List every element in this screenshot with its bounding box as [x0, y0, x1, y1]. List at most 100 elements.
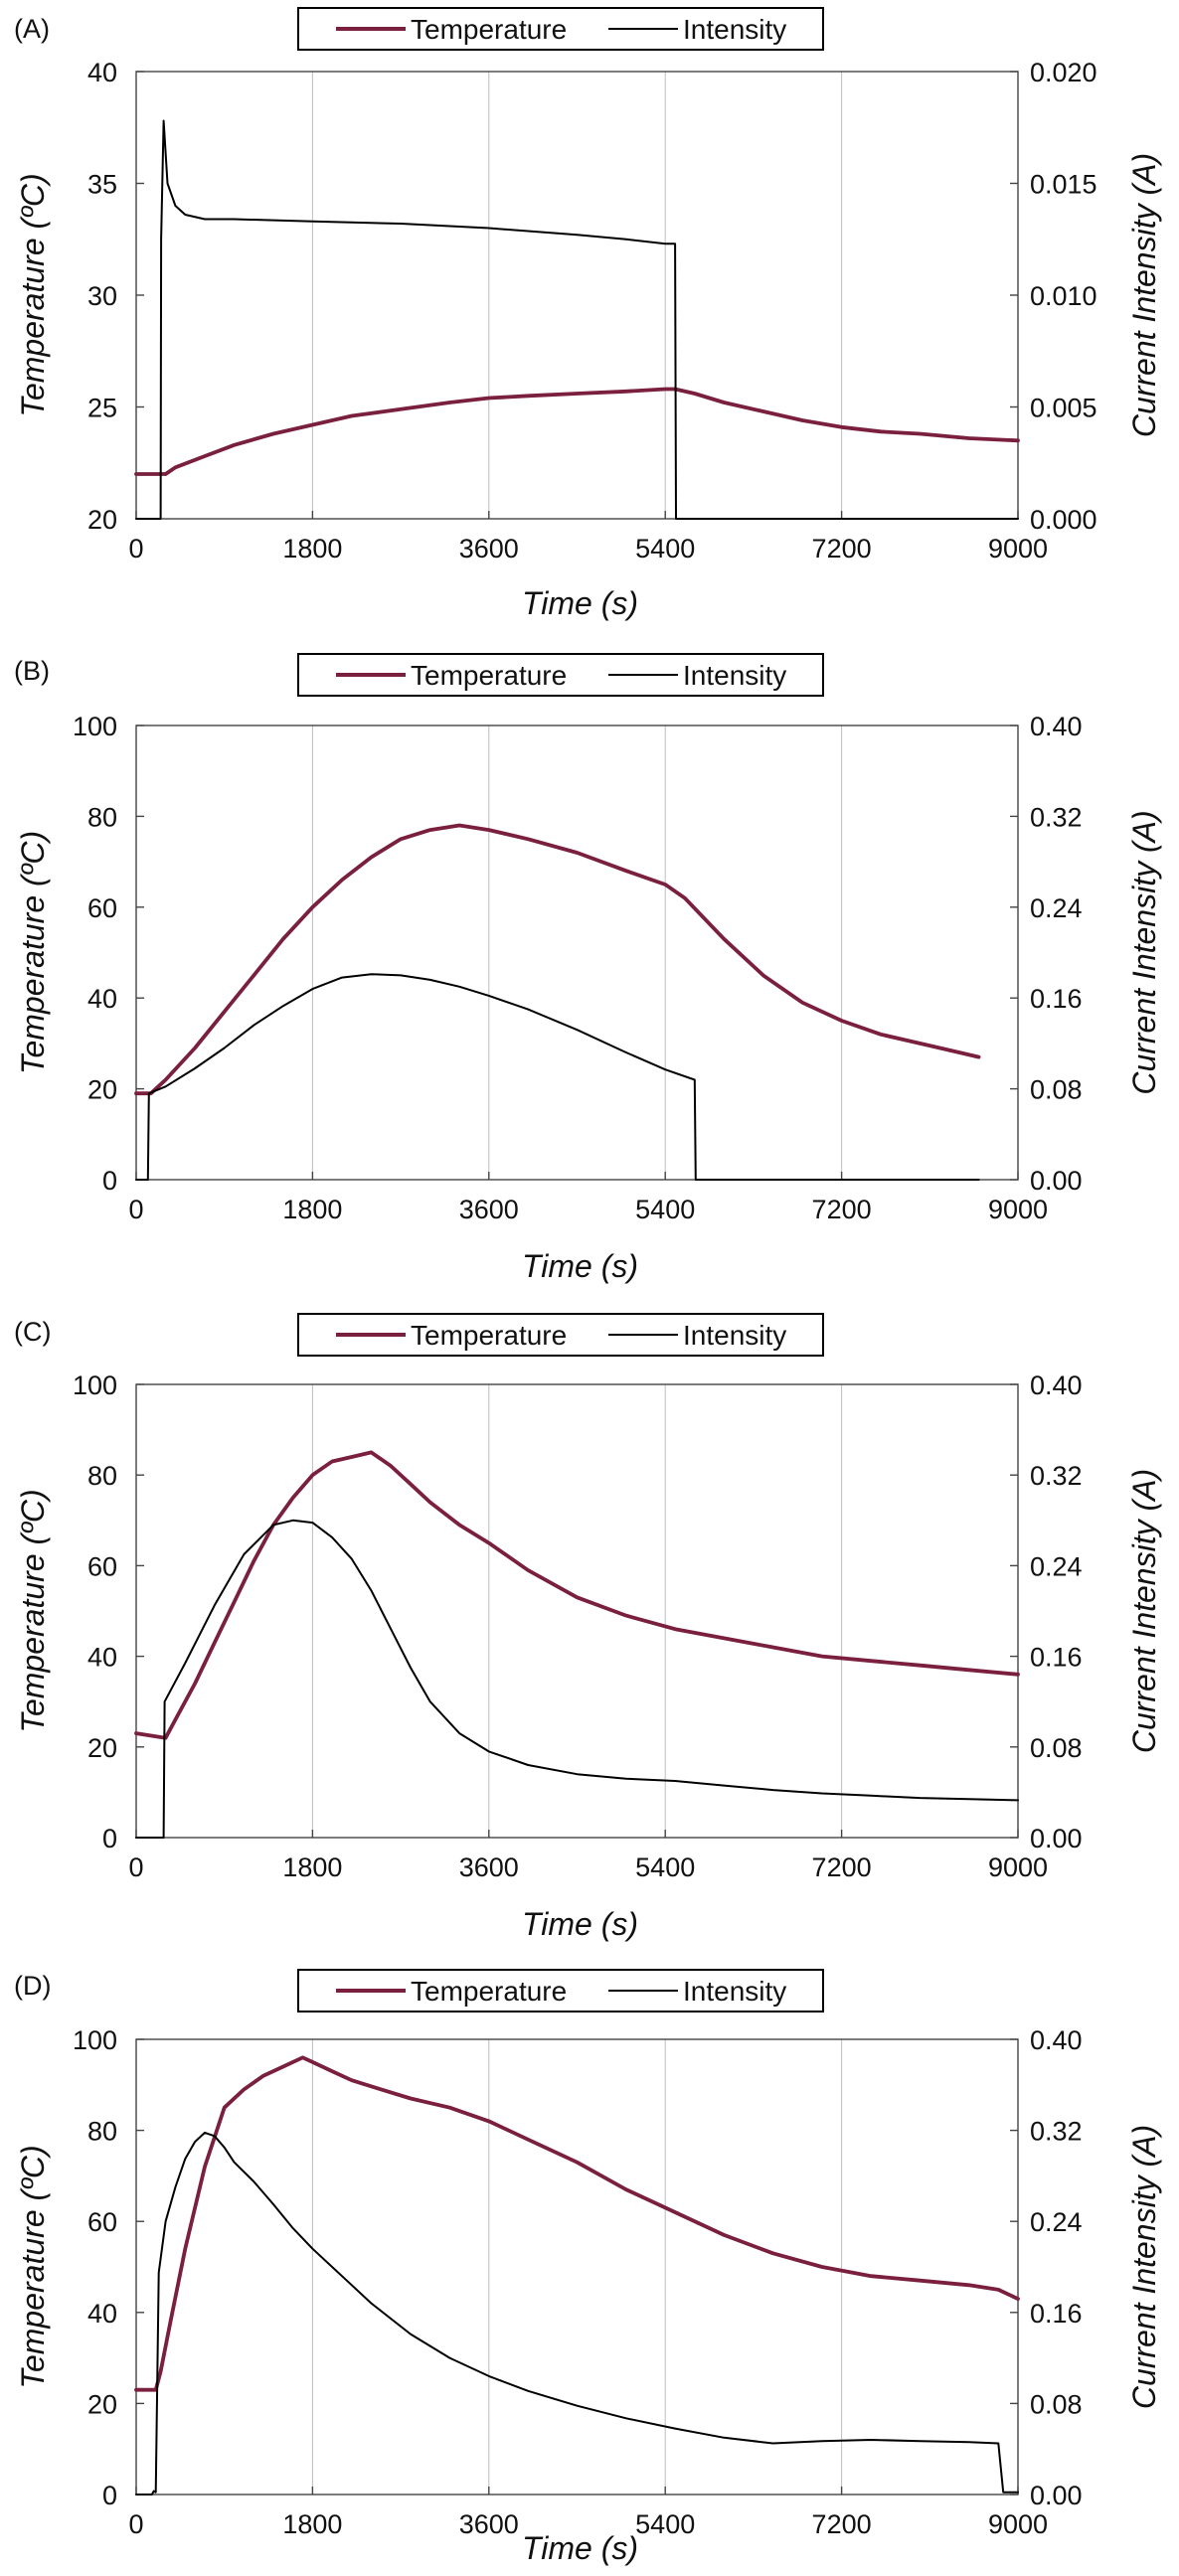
legend-box: [297, 653, 824, 697]
y-tick-label: 40: [87, 984, 117, 1014]
y2-tick-label: 0.08: [1030, 1075, 1083, 1105]
y-tick-label: 20: [87, 505, 117, 535]
y2-axis-title: Current Intensity (A): [1126, 2125, 1162, 2409]
x-tick-label: 7200: [812, 534, 872, 564]
y-tick-label: 35: [87, 170, 117, 200]
x-tick-label: 1800: [282, 2509, 342, 2539]
x-tick-label: 7200: [812, 1852, 872, 1882]
intensity-series-line: [135, 2131, 1019, 2496]
y-axis-title: Temperature (ºC): [15, 2145, 51, 2388]
y-tick-label: 40: [87, 58, 117, 87]
y2-tick-label: 0.24: [1030, 1551, 1083, 1581]
y-tick-label: 80: [87, 1461, 117, 1491]
x-tick-label: 1800: [282, 1852, 342, 1882]
plot-frame: [135, 2038, 1019, 2496]
y-axis-title: Temperature (ºC): [15, 173, 51, 416]
temperature-series-line: [134, 2055, 1020, 2392]
y2-tick-label: 0.00: [1030, 2481, 1083, 2510]
legend-temperature-label: Temperature: [411, 1976, 567, 2007]
x-tick-label: 1800: [282, 534, 342, 564]
y2-tick-label: 0.40: [1030, 712, 1083, 741]
legend-intensity-label: Intensity: [683, 660, 786, 691]
x-tick-label: 7200: [812, 2509, 872, 2539]
x-tick-label: 9000: [988, 2509, 1048, 2539]
x-tick-label: 0: [128, 2509, 143, 2539]
plot-frame: [135, 1383, 1019, 1839]
y2-tick-label: 0.40: [1030, 2025, 1083, 2055]
y2-tick-label: 0.24: [1030, 893, 1083, 923]
panel-label: (B): [14, 656, 50, 686]
y-tick-label: 25: [87, 394, 117, 423]
x-tick-label: 9000: [988, 1852, 1048, 1882]
legend-temperature-label: Temperature: [411, 14, 567, 45]
panel-label: (A): [14, 14, 50, 44]
y-tick-label: 20: [87, 1733, 117, 1763]
y-tick-label: 100: [73, 712, 117, 741]
y-tick-label: 40: [87, 2299, 117, 2329]
y2-tick-label: 0.015: [1030, 170, 1097, 200]
y-tick-label: 20: [87, 1075, 117, 1105]
y2-tick-label: 0.08: [1030, 1733, 1083, 1763]
y-tick-label: 100: [73, 2025, 117, 2055]
x-tick-label: 0: [128, 1195, 143, 1224]
x-tick-label: 3600: [459, 2509, 519, 2539]
y-tick-label: 30: [87, 281, 117, 311]
y2-tick-label: 0.24: [1030, 2207, 1083, 2237]
legend-intensity-label: Intensity: [683, 1976, 786, 2007]
y2-tick-label: 0.00: [1030, 1166, 1083, 1196]
x-tick-label: 5400: [635, 534, 695, 564]
y-tick-label: 80: [87, 2117, 117, 2147]
y-tick-label: 100: [73, 1370, 117, 1400]
chart-panel-c: (C) 0 1800 3600 5400 7200 9000 0 20 40 60 80 100 0.00…: [14, 1313, 1162, 1942]
x-tick-label: 0: [128, 534, 143, 564]
y-tick-label: 60: [87, 1551, 117, 1581]
x-tick-label: 3600: [459, 534, 519, 564]
x-tick-label: 1800: [282, 1195, 342, 1224]
x-axis-title: Time (s): [522, 1248, 638, 1284]
x-axis-title: Time (s): [522, 2530, 638, 2566]
x-tick-label: 7200: [812, 1195, 872, 1224]
y2-tick-label: 0.005: [1030, 394, 1097, 423]
y2-tick-label: 0.40: [1030, 1370, 1083, 1400]
y-tick-label: 80: [87, 802, 117, 832]
legend: Temperature Intensity: [297, 653, 824, 697]
y2-tick-label: 0.16: [1030, 2299, 1083, 2329]
y2-tick-label: 0.16: [1030, 1643, 1083, 1673]
y2-tick-label: 0.08: [1030, 2389, 1083, 2419]
x-tick-label: 3600: [459, 1195, 519, 1224]
y-tick-label: 60: [87, 2207, 117, 2237]
x-tick-label: 3600: [459, 1852, 519, 1882]
intensity-series-line: [135, 1519, 1019, 1839]
legend-temperature-label: Temperature: [411, 660, 567, 691]
temperature-series-line: [134, 387, 1020, 476]
x-axis-title: Time (s): [522, 585, 638, 621]
y-tick-label: 60: [87, 893, 117, 923]
plot-frame: [135, 71, 1019, 520]
panel-label: (D): [14, 1971, 51, 2001]
y2-tick-label: 0.000: [1030, 505, 1097, 535]
y-axis-title: Temperature (ºC): [15, 1489, 51, 1732]
y2-tick-label: 0.020: [1030, 58, 1097, 87]
panel-label: (C): [14, 1317, 51, 1347]
legend-box: [297, 1969, 824, 2012]
y2-tick-label: 0.16: [1030, 984, 1083, 1014]
x-tick-label: 5400: [635, 1195, 695, 1224]
y2-tick-label: 0.00: [1030, 1824, 1083, 1853]
y2-tick-label: 0.32: [1030, 802, 1083, 832]
y2-axis-title: Current Intensity (A): [1126, 810, 1162, 1094]
x-tick-label: 5400: [635, 2509, 695, 2539]
chart-panel-d: (D) 0 1800 3600 5400 7200 9000 0 20 40 60 80 100 0.00…: [14, 1969, 1162, 2566]
plot-frame: [135, 724, 1019, 1181]
legend-intensity-label: Intensity: [683, 1320, 786, 1351]
x-tick-label: 5400: [635, 1852, 695, 1882]
y2-tick-label: 0.32: [1030, 2117, 1083, 2147]
chart-panel-b: (B) 0 1800 3600 5400 7200 9000 0 20 40 60 80 100 0.00…: [14, 653, 1162, 1284]
temperature-series-line: [134, 1450, 1020, 1740]
y-tick-label: 20: [87, 2389, 117, 2419]
x-tick-label: 9000: [988, 1195, 1048, 1224]
x-tick-label: 0: [128, 1852, 143, 1882]
legend: Temperature Intensity: [297, 1969, 824, 2012]
y-tick-label: 0: [102, 2481, 117, 2510]
y-axis-title: Temperature (ºC): [15, 831, 51, 1074]
